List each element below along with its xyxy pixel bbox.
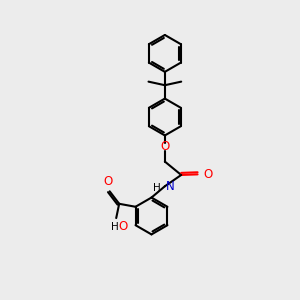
Text: O: O: [104, 175, 113, 188]
Text: O: O: [118, 220, 127, 233]
Text: N: N: [166, 180, 174, 194]
Text: O: O: [160, 140, 170, 153]
Text: H: H: [153, 183, 160, 193]
Text: O: O: [203, 168, 212, 181]
Text: H: H: [111, 222, 119, 232]
